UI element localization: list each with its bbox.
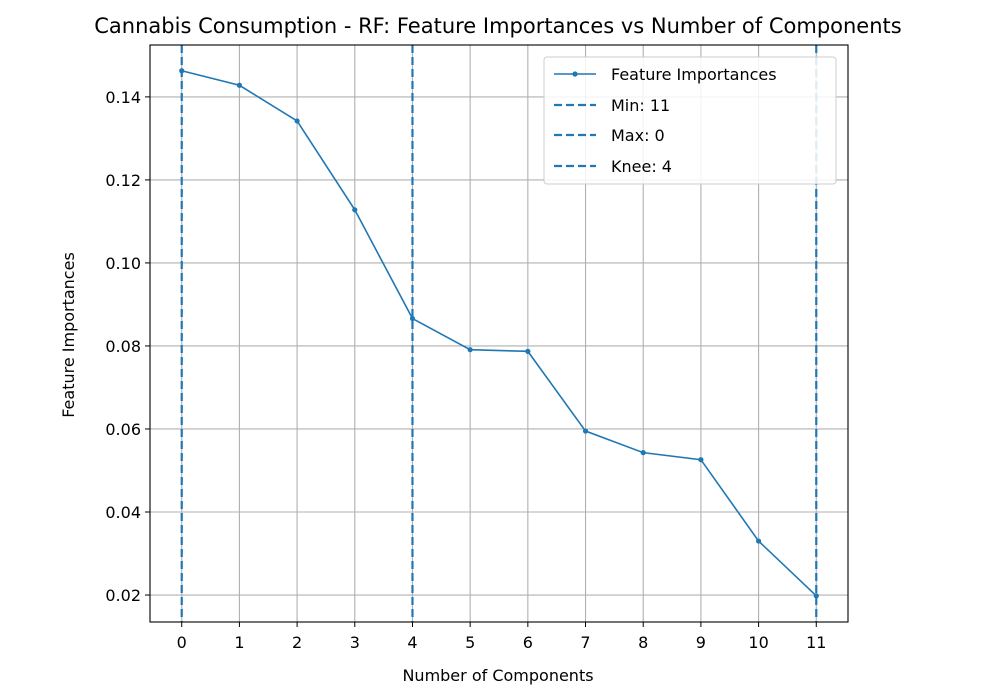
data-point bbox=[294, 118, 300, 124]
axes-frame bbox=[149, 44, 849, 623]
legend-marker bbox=[572, 71, 578, 77]
legend-label: Max: 0 bbox=[611, 126, 665, 145]
data-point bbox=[236, 82, 243, 88]
x-tick-label: 3 bbox=[350, 633, 360, 652]
x-axis-label: Number of Components bbox=[402, 666, 593, 685]
data-point bbox=[467, 347, 473, 353]
y-tick-label: 0.14 bbox=[105, 88, 141, 107]
y-tick-label: 0.10 bbox=[105, 254, 141, 273]
x-tick-label: 11 bbox=[806, 633, 826, 652]
x-tick-label: 8 bbox=[638, 633, 648, 652]
x-tick-label: 10 bbox=[748, 633, 768, 652]
legend-label: Knee: 4 bbox=[611, 157, 672, 176]
y-tick-label: 0.12 bbox=[105, 171, 141, 190]
legend-label: Feature Importances bbox=[611, 65, 777, 84]
x-tick-label: 7 bbox=[580, 633, 590, 652]
data-point bbox=[409, 315, 416, 322]
x-tick-label: 9 bbox=[696, 633, 706, 652]
data-point bbox=[640, 450, 646, 456]
x-tick-label: 5 bbox=[465, 633, 475, 652]
legend: Feature Importances Min: 11 Max: 0 Knee: 4 bbox=[543, 56, 837, 185]
y-tick-label: 0.08 bbox=[105, 337, 141, 356]
x-tick-label: 2 bbox=[292, 633, 302, 652]
data-point bbox=[352, 207, 358, 213]
data-point bbox=[525, 348, 531, 354]
x-axis-ticks: 0 1 2 3 4 5 6 7 8 9 10 11 bbox=[177, 622, 826, 652]
legend-label: Min: 11 bbox=[611, 96, 670, 115]
chart-title: Cannabis Consumption - RF: Feature Impor… bbox=[94, 14, 901, 38]
y-axis-label: Feature Importances bbox=[59, 252, 78, 418]
data-series bbox=[179, 68, 819, 599]
x-tick-label: 1 bbox=[234, 633, 244, 652]
x-tick-label: 6 bbox=[523, 633, 533, 652]
data-point bbox=[813, 593, 819, 599]
data-point bbox=[179, 68, 185, 74]
y-tick-label: 0.02 bbox=[105, 586, 141, 605]
legend-box bbox=[543, 56, 837, 185]
data-point bbox=[698, 457, 704, 463]
y-tick-label: 0.04 bbox=[105, 503, 141, 522]
series-line bbox=[181, 69, 817, 597]
y-tick-label: 0.06 bbox=[105, 420, 141, 439]
x-tick-label: 0 bbox=[177, 633, 187, 652]
y-axis-ticks: 0.02 0.04 0.06 0.08 0.10 0.12 0.14 bbox=[105, 88, 150, 605]
data-point bbox=[755, 538, 762, 544]
data-point bbox=[582, 428, 589, 434]
x-tick-label: 4 bbox=[407, 633, 417, 652]
